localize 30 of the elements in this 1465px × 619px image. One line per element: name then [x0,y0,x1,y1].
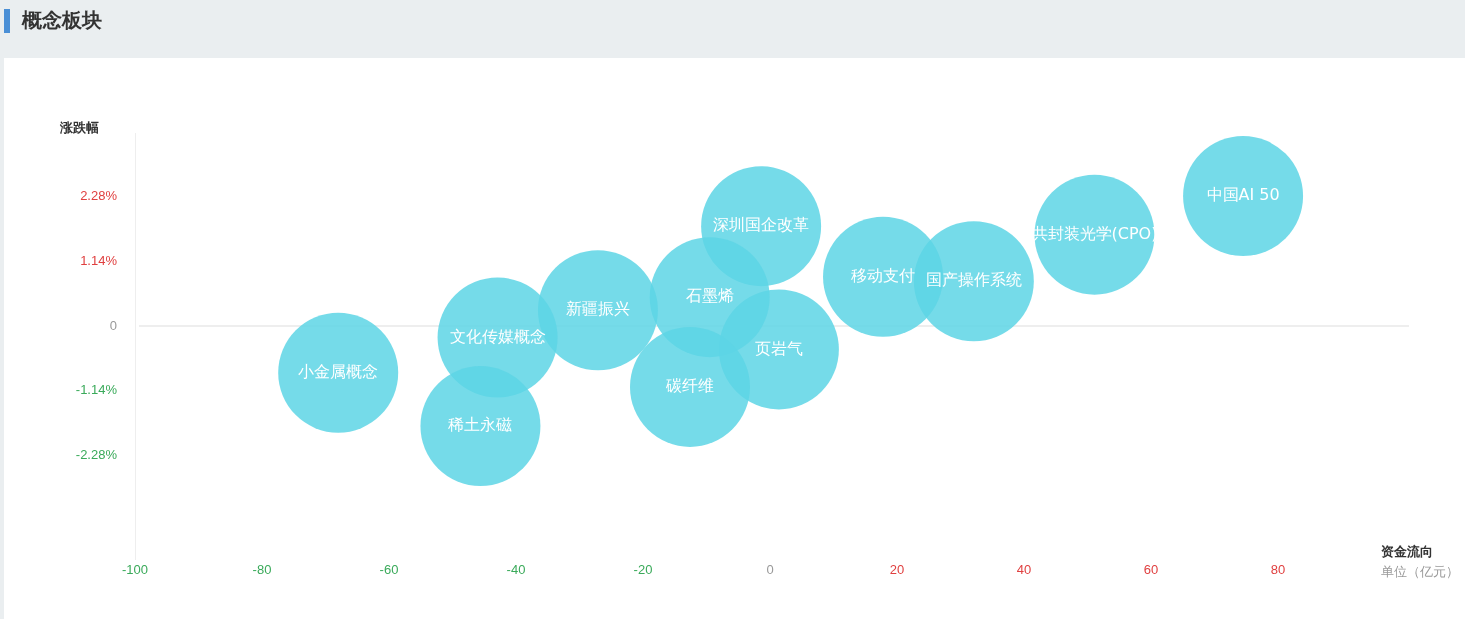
series-label: 深圳国企改革 [713,215,810,235]
x-tick-label: -20 [633,562,653,578]
series-label: 文化传媒概念 [449,326,546,346]
x-tick-label: -100 [121,562,149,578]
y-tick-label: 1.14% [80,252,118,268]
series-label: 页岩气 [754,338,803,358]
y-tick-label: 2.28% [80,188,118,204]
x-tick-label: 60 [1143,562,1159,578]
series-label: 国产操作系统 [925,270,1022,290]
chart-title: 概念板块 [22,7,102,34]
x-tick-label: -60 [379,562,399,578]
series-label: 新疆振兴 [565,299,630,319]
series-label: 稀土永磁 [448,415,513,435]
series-label: 小金属概念 [298,361,379,381]
series-label: 石墨烯 [685,286,734,306]
y-axis-title: 涨跌幅 [59,120,99,136]
x-tick-label: 20 [889,562,905,578]
x-axis-title: 资金流向 [1381,544,1433,560]
x-tick-label: 0 [766,562,774,578]
y-tick-label: -2.28% [75,447,118,463]
x-tick-label: 40 [1016,562,1032,578]
y-tick-label: 0 [109,317,117,333]
x-tick-label: -40 [506,562,526,578]
series-label: 移动支付 [851,265,916,285]
text: 单位（亿元） [1381,564,1459,580]
x-tick-label: -80 [252,562,272,578]
y-tick-label: -1.14% [75,382,118,398]
series-label: 中国AI 50 [1206,185,1280,205]
series-label: 碳纤维 [664,376,714,396]
x-tick-label: 80 [1270,562,1286,578]
